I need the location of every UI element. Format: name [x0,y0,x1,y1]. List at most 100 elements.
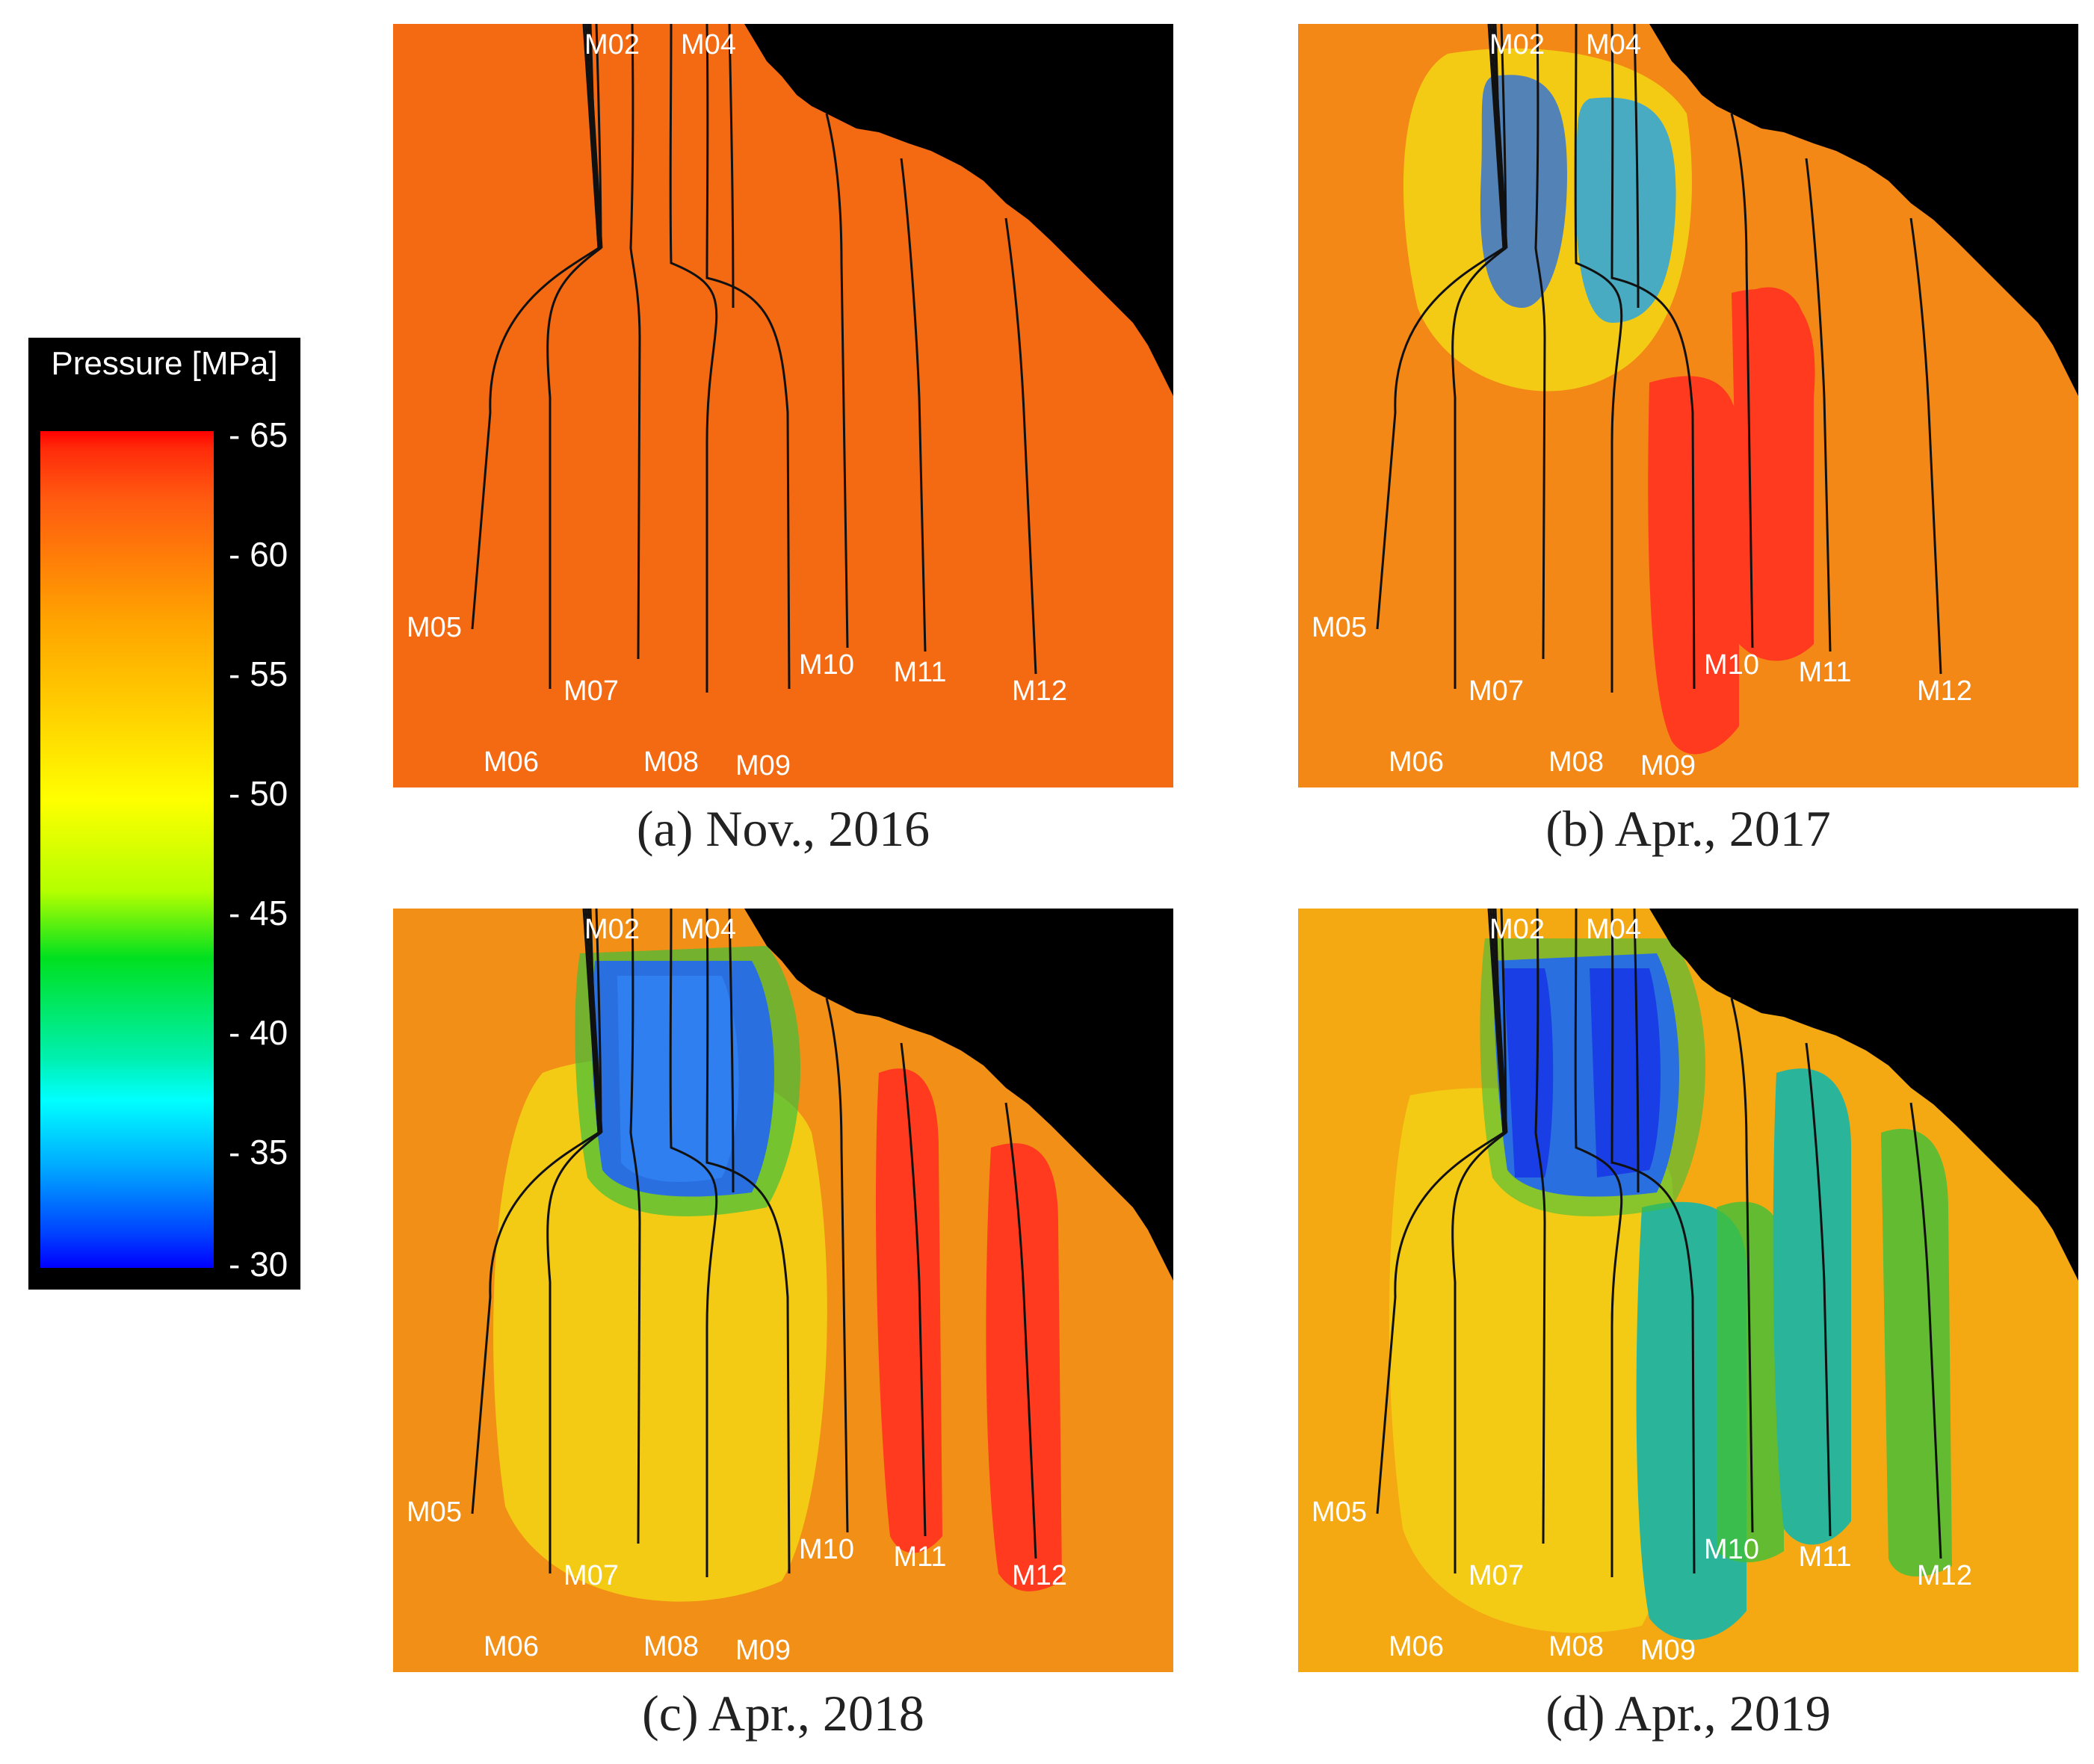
well-trajectory-3 [629,24,641,660]
well-label-m02: M02 [1489,29,1545,61]
well-trajectory-6 [1633,909,1640,1193]
well-label-m04: M04 [1586,914,1641,945]
well-bundle-line-1 [582,24,600,249]
well-bundle-line-3 [587,24,603,249]
well-label-m09: M09 [1640,1635,1696,1666]
well-trajectory-8 [1805,1042,1832,1537]
well-trajectory-5 [705,24,791,690]
panel-b-caption: (b) Apr., 2017 [1545,800,1831,857]
well-label-m11: M11 [1798,1541,1851,1573]
panel-d-caption: (d) Apr., 2019 [1545,1685,1831,1742]
outside-boundary-black [1649,909,2078,1281]
well-trajectory-7 [1730,113,1754,649]
legend-color-bar [40,431,214,1268]
well-label-m07: M07 [1468,1560,1524,1591]
well-label-m11: M11 [1798,657,1851,688]
well-label-m06: M06 [1389,746,1444,778]
well-label-m08: M08 [643,746,699,778]
well-bundle-line-1 [1487,909,1505,1133]
well-label-m09: M09 [735,1635,791,1666]
well-trajectory-5 [1610,909,1696,1574]
well-trajectory-7 [1730,997,1754,1533]
well-label-m10: M10 [1704,649,1759,681]
well-label-m02: M02 [584,29,640,61]
legend-tick-45: - 45 [229,894,288,932]
well-label-m07: M07 [1468,675,1524,707]
well-trajectory-3 [1534,24,1546,660]
well-bundle-line-2 [1489,909,1507,1133]
legend-tick-60: - 60 [229,535,288,574]
well-bundle-line-2 [584,909,602,1133]
pressure-zone-6 [875,1068,942,1553]
well-label-m04: M04 [681,29,736,61]
well-label-m04: M04 [1586,29,1641,61]
well-bundle-line-3 [1492,909,1508,1133]
well-bundle-line-2 [584,24,602,249]
well-label-m11: M11 [893,1541,946,1573]
panel-d-map: M02 M04 M05 M06 M07 M08 M09 M10 M11 M12 [1298,909,2078,1672]
pressure-zone-5 [1773,1068,1851,1545]
outside-boundary-black [744,909,1173,1281]
reservoir-map-svg: M02 M04 M05 M06 M07 M08 M09 M10 M11 M12 [393,24,1173,787]
legend-tick-40: - 40 [229,1013,288,1052]
well-label-m05: M05 [407,612,462,643]
well-label-m09: M09 [1640,750,1696,782]
panel-a-caption: (a) Nov., 2016 [636,800,930,857]
well-label-m06: M06 [484,746,539,778]
well-trajectory-9 [1909,1102,1942,1559]
well-bundle-line-3 [587,909,603,1133]
outside-boundary-black [1649,24,2078,396]
panel-a-map: M02 M04 M05 M06 M07 M08 M09 M10 M11 M12 [393,24,1173,787]
well-label-m04: M04 [681,914,736,945]
legend-title: Pressure [MPa] [51,345,278,382]
pressure-legend: Pressure [MPa] - 65 - 60 - 55 - 50 - 45 … [28,338,300,1290]
well-trajectory-9 [1004,217,1037,675]
well-label-m02: M02 [584,914,640,945]
reservoir-map-svg: M02 M04 M05 M06 M07 M08 M09 M10 M11 M12 [1298,24,2078,787]
well-label-m10: M10 [799,1534,854,1565]
well-label-m12: M12 [1917,1560,1972,1591]
well-trajectory-7 [825,113,849,649]
well-label-m10: M10 [799,649,854,681]
well-trajectory-9 [1004,1102,1037,1559]
legend-tick-50: - 50 [229,774,288,813]
well-label-m12: M12 [1917,675,1972,707]
well-trajectory-8 [1805,158,1832,652]
pressure-zone-7 [1746,287,1806,648]
well-label-m08: M08 [1548,746,1604,778]
well-trajectory-4 [669,24,718,693]
well-label-m05: M05 [407,1497,462,1528]
well-label-m08: M08 [1548,1631,1604,1662]
well-label-m12: M12 [1012,1560,1067,1591]
well-label-m07: M07 [563,675,619,707]
legend-tick-35: - 35 [229,1133,288,1172]
well-label-m10: M10 [1704,1534,1759,1565]
well-label-m09: M09 [735,750,791,782]
well-trajectory-8 [900,1042,927,1537]
well-bundle-line-1 [582,909,600,1133]
well-trajectory-6 [728,909,735,1193]
well-bundle-line-1 [1487,24,1505,249]
well-trajectory-9 [1909,217,1942,675]
well-trajectory-8 [900,158,927,652]
pressure-zone-10 [1590,968,1661,1177]
well-label-m11: M11 [893,657,946,688]
well-label-m12: M12 [1012,675,1067,707]
well-trajectory-4 [1574,24,1623,693]
pressure-zone-2 [1389,1088,1681,1633]
well-bundle-line-2 [1489,24,1507,249]
well-trajectory-3 [629,909,641,1544]
outside-boundary-black [744,24,1173,396]
well-bundle-line-3 [1492,24,1508,249]
legend-tick-65: - 65 [229,415,288,454]
pressure-zone-4 [1575,97,1676,323]
well-trajectory-4 [669,909,718,1577]
pressure-zone-9 [1504,968,1554,1177]
well-trajectory-6 [1633,24,1640,309]
well-trajectory-7 [825,997,849,1533]
well-label-m05: M05 [1312,1497,1367,1528]
reservoir-map-svg: M02 M04 M05 M06 M07 M08 M09 M10 M11 M12 [1298,909,2078,1672]
well-trajectory-4 [1574,909,1623,1577]
well-label-m02: M02 [1489,914,1545,945]
well-label-m06: M06 [484,1631,539,1662]
